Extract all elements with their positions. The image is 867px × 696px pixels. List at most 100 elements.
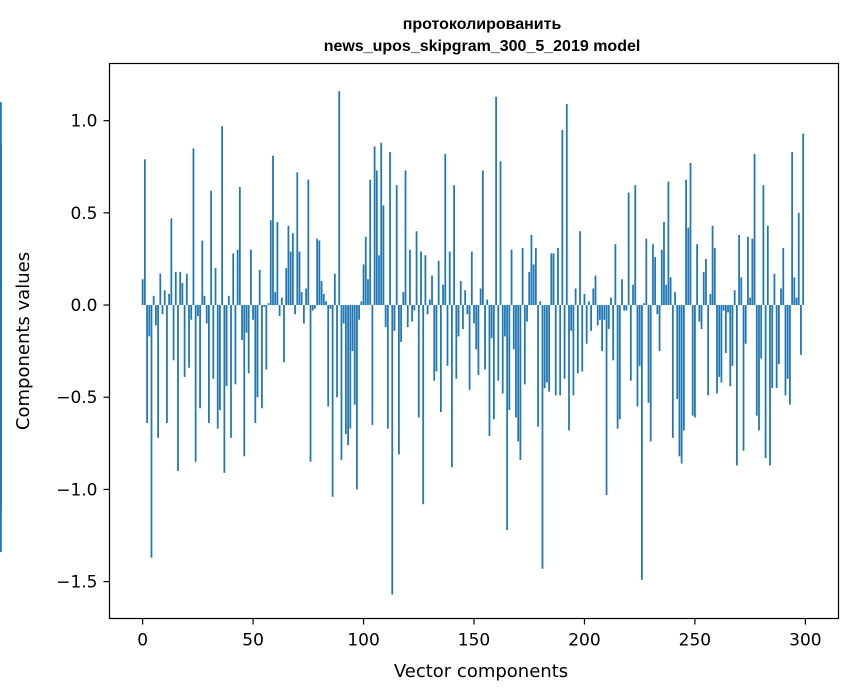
bar-132 xyxy=(433,305,436,381)
bar-49 xyxy=(250,249,252,306)
bar-273 xyxy=(744,305,747,344)
bar-230 xyxy=(649,305,652,442)
bar-110 xyxy=(384,305,387,328)
bar-62 xyxy=(278,305,281,317)
bar-298 xyxy=(800,305,802,355)
bar-199 xyxy=(581,305,584,372)
bar-34 xyxy=(216,305,219,429)
bar-160 xyxy=(495,96,497,306)
bar-142 xyxy=(455,305,458,379)
bar-248 xyxy=(689,163,692,306)
bar-171 xyxy=(519,305,522,460)
bar-102 xyxy=(367,279,369,306)
bar-23 xyxy=(192,148,195,306)
bar-206 xyxy=(596,305,599,326)
x-tick-label: 0 xyxy=(137,631,148,651)
bar-190 xyxy=(561,129,564,306)
bar-195 xyxy=(572,305,575,396)
bar-123 xyxy=(413,305,416,311)
x-axis-ticks: 0 50 100 150 200 250 300 xyxy=(137,618,822,651)
bar-156 xyxy=(486,299,489,306)
bar-100 xyxy=(362,264,365,306)
bar-111 xyxy=(386,305,389,429)
bar-245 xyxy=(682,305,685,431)
bar-267 xyxy=(731,305,734,366)
bar-8 xyxy=(159,273,162,306)
bar-246 xyxy=(685,179,687,306)
bar-120 xyxy=(406,305,409,328)
bar-140 xyxy=(451,305,453,468)
bar-70 xyxy=(296,172,299,306)
bar-107 xyxy=(378,255,380,306)
bar-236 xyxy=(663,222,665,306)
bar-222 xyxy=(632,284,634,306)
y-tick-label: 1.0 xyxy=(70,112,97,132)
bar-238 xyxy=(667,181,670,306)
bar-191 xyxy=(563,305,566,379)
bar-152 xyxy=(477,305,480,376)
bar-20 xyxy=(185,273,188,306)
x-tick-label: 150 xyxy=(458,631,490,651)
bar-189 xyxy=(559,305,562,396)
bar-53 xyxy=(258,270,261,306)
bar-275 xyxy=(749,297,752,306)
bar-172 xyxy=(521,247,524,306)
bar-295 xyxy=(793,277,796,306)
bar-280 xyxy=(760,305,763,359)
bar-114 xyxy=(393,305,396,331)
bar-154 xyxy=(481,170,484,306)
bar-214 xyxy=(614,244,617,306)
bar-64 xyxy=(283,305,285,363)
bar-164 xyxy=(504,305,506,337)
x-tick-label: 100 xyxy=(347,631,379,651)
bar-32 xyxy=(212,305,215,379)
bar-26 xyxy=(199,305,201,409)
x-tick-label: 200 xyxy=(568,631,600,651)
bar-192 xyxy=(565,104,568,306)
bar-292 xyxy=(786,305,789,379)
y-tick-label: 0.5 xyxy=(70,204,97,224)
bar-269 xyxy=(736,305,738,466)
bar-184 xyxy=(548,305,550,392)
bar-181 xyxy=(541,305,544,569)
bar-27 xyxy=(201,240,204,306)
bar-19 xyxy=(183,305,186,377)
bar-92 xyxy=(344,305,347,435)
bar-81 xyxy=(320,281,323,306)
bar-1 xyxy=(143,159,146,306)
bar-96 xyxy=(353,305,356,405)
bar-31 xyxy=(210,190,212,306)
bar-21 xyxy=(188,305,190,368)
bar-86 xyxy=(331,305,334,497)
bar-294 xyxy=(791,152,793,306)
x-tick-label: 300 xyxy=(789,631,821,651)
bar-42 xyxy=(234,305,237,385)
bar-46 xyxy=(243,305,246,457)
bar-5 xyxy=(152,295,155,306)
bar-91 xyxy=(342,305,345,324)
bar-116 xyxy=(398,305,400,455)
bar-179 xyxy=(537,305,539,427)
bar-56 xyxy=(265,305,268,370)
y-tick-label: −1.0 xyxy=(56,480,97,500)
bar-146 xyxy=(464,290,467,306)
bar-68 xyxy=(291,233,294,306)
bar-284 xyxy=(769,305,771,466)
bar-136 xyxy=(442,284,444,306)
bar-264 xyxy=(724,305,727,353)
bar-265 xyxy=(727,305,729,313)
bar-125 xyxy=(417,305,420,418)
bar-80 xyxy=(318,240,321,306)
bar-282 xyxy=(764,305,767,459)
bar-255 xyxy=(705,258,707,306)
bar-224 xyxy=(636,305,639,407)
bar-209 xyxy=(603,305,606,320)
bar-232 xyxy=(654,257,657,306)
bar-242 xyxy=(676,305,679,400)
bar-183 xyxy=(546,305,548,383)
bar-208 xyxy=(601,305,604,352)
bar-176 xyxy=(530,234,533,306)
bar-210 xyxy=(605,305,608,495)
bar-235 xyxy=(660,249,663,306)
